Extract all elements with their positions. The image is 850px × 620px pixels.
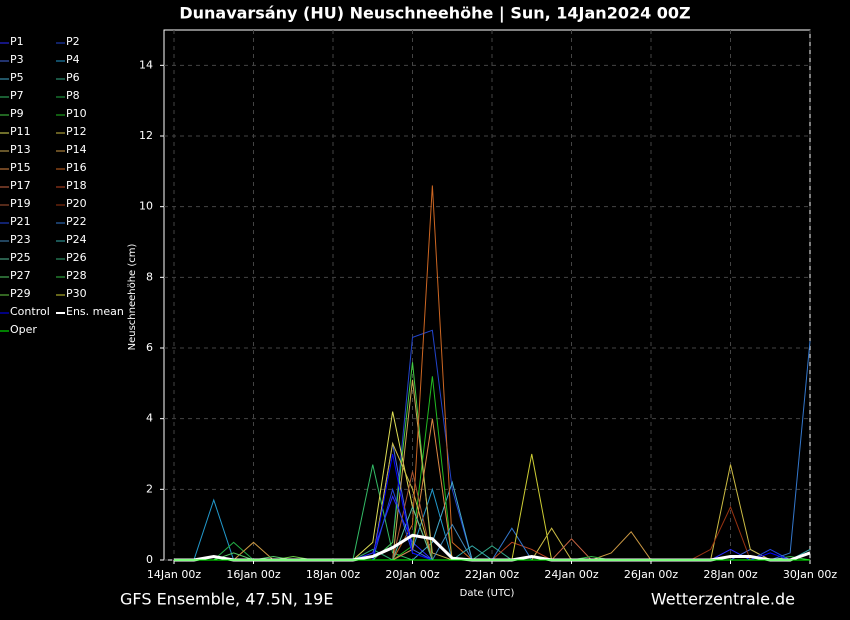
legend-label: P10	[66, 107, 87, 120]
legend-label: Ens. mean	[66, 305, 124, 318]
x-tick-label: 20Jan 00z	[385, 568, 439, 581]
legend-label: P14	[66, 143, 87, 156]
plot-frame	[163, 29, 811, 561]
chart-title: Dunavarsány (HU) Neuschneehöhe | Sun, 14…	[179, 4, 690, 24]
legend-label: P21	[10, 215, 31, 228]
legend-label: P19	[10, 197, 31, 210]
y-tick-label: 4	[146, 412, 153, 425]
legend-label: P9	[10, 107, 24, 120]
legend-label: Oper	[10, 323, 37, 336]
y-tick-label: 14	[139, 58, 153, 71]
y-tick-label: 10	[139, 200, 153, 213]
legend-label: P12	[66, 125, 87, 138]
footer-right: Wetterzentrale.de	[651, 590, 795, 609]
x-tick-label: 16Jan 00z	[226, 568, 280, 581]
legend-label: P29	[10, 287, 31, 300]
legend-label: P28	[66, 269, 87, 282]
legend-label: P17	[10, 179, 31, 192]
x-tick-label: 14Jan 00z	[147, 568, 201, 581]
legend-label: P24	[66, 233, 87, 246]
x-axis-label: Date (UTC)	[460, 588, 515, 599]
legend-label: P26	[66, 251, 87, 264]
legend-label: P7	[10, 89, 24, 102]
legend-label: P8	[66, 89, 80, 102]
legend-label: P13	[10, 143, 31, 156]
x-tick-label: 22Jan 00z	[465, 568, 519, 581]
y-tick-label: 8	[146, 270, 153, 283]
legend-label: Control	[10, 305, 50, 318]
legend-label: P6	[66, 71, 80, 84]
legend-label: P25	[10, 251, 31, 264]
x-tick-label: 30Jan 00z	[783, 568, 837, 581]
legend-label: P4	[66, 53, 80, 66]
y-tick-label: 2	[146, 482, 153, 495]
x-tick-label: 18Jan 00z	[306, 568, 360, 581]
x-tick-label: 24Jan 00z	[544, 568, 598, 581]
x-tick-label: 26Jan 00z	[624, 568, 678, 581]
legend-label: P16	[66, 161, 87, 174]
legend-label: P2	[66, 35, 80, 48]
legend-label: P30	[66, 287, 87, 300]
legend-label: P11	[10, 125, 31, 138]
legend-label: P18	[66, 179, 87, 192]
footer-left: GFS Ensemble, 47.5N, 19E	[120, 590, 333, 609]
legend-label: P15	[10, 161, 31, 174]
y-tick-label: 0	[146, 553, 153, 566]
y-axis-label: Neuschneehöhe (cm)	[127, 243, 138, 350]
y-tick-label: 12	[139, 129, 153, 142]
legend-label: P3	[10, 53, 24, 66]
legend-label: P1	[10, 35, 24, 48]
legend-label: P22	[66, 215, 87, 228]
legend-label: P5	[10, 71, 24, 84]
x-tick-label: 28Jan 00z	[703, 568, 757, 581]
legend-label: P20	[66, 197, 87, 210]
legend-label: P23	[10, 233, 31, 246]
legend-label: P27	[10, 269, 31, 282]
y-tick-label: 6	[146, 341, 153, 354]
